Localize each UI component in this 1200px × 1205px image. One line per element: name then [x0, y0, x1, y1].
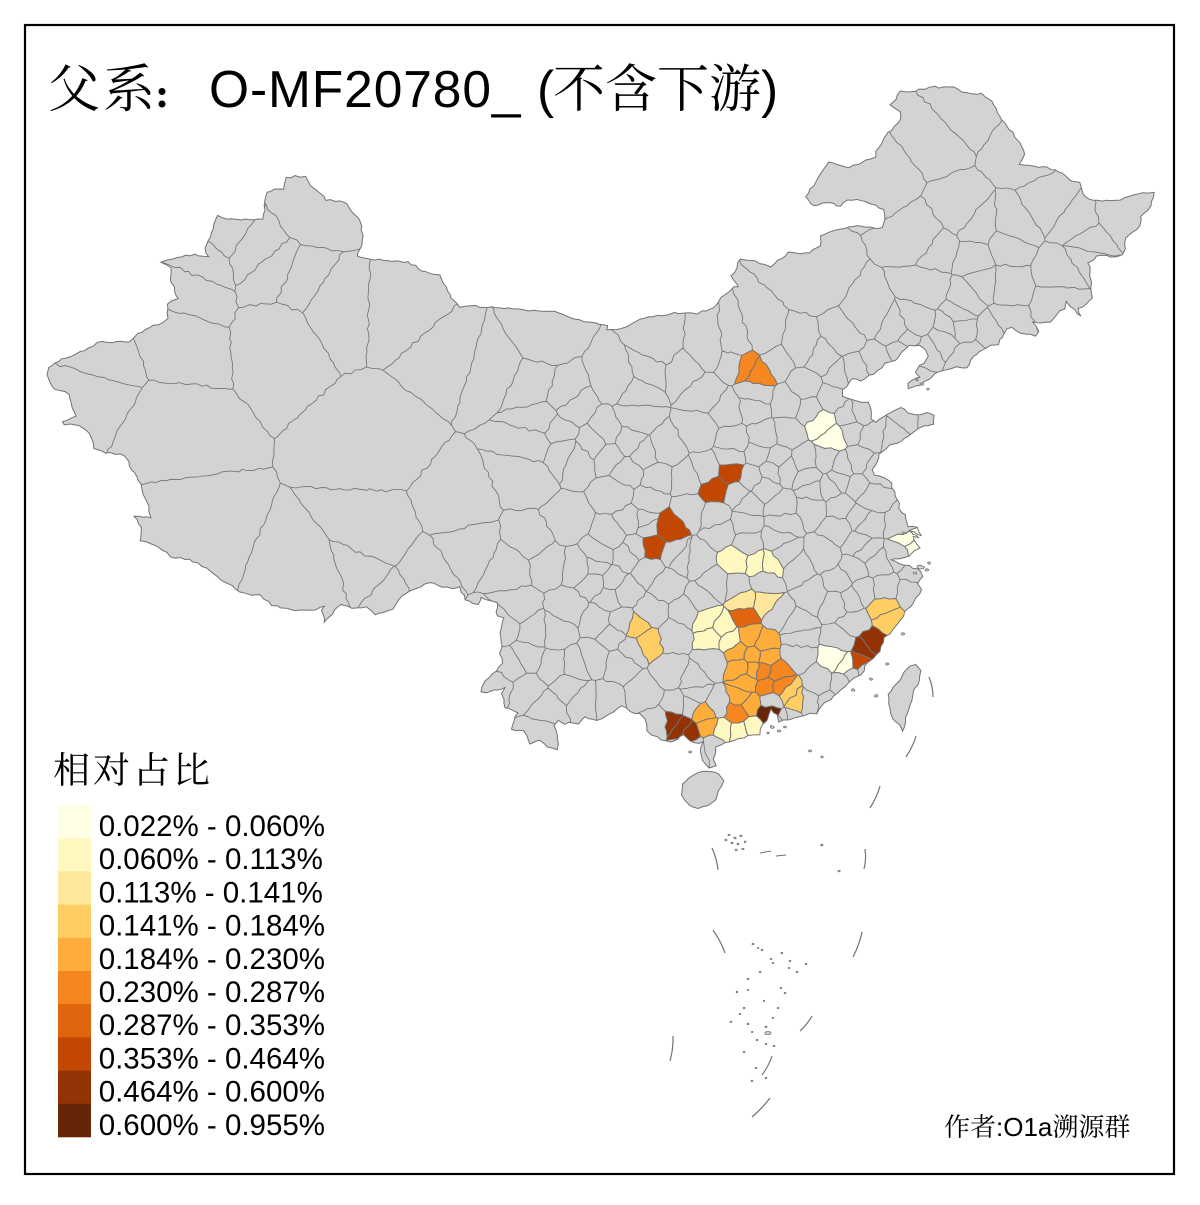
svg-text::O1a: :O1a [996, 1112, 1053, 1142]
svg-text:0.141% - 0.184%: 0.141% - 0.184% [99, 910, 325, 943]
svg-text:0.230% - 0.287%: 0.230% - 0.287% [99, 976, 325, 1009]
svg-text:O-MF20780_: O-MF20780_ [209, 60, 522, 118]
svg-text:0.184% - 0.230%: 0.184% - 0.230% [99, 943, 325, 976]
svg-text:): ) [761, 60, 778, 118]
svg-text:(: ( [537, 60, 554, 118]
svg-text:0.113% - 0.141%: 0.113% - 0.141% [99, 876, 323, 909]
svg-text:0.464% - 0.600%: 0.464% - 0.600% [99, 1076, 325, 1109]
svg-text:0.022% - 0.060%: 0.022% - 0.060% [99, 810, 325, 843]
svg-text:0.287% - 0.353%: 0.287% - 0.353% [99, 1009, 325, 1042]
svg-text:0.600% - 0.955%: 0.600% - 0.955% [99, 1109, 325, 1142]
svg-text:0.353% - 0.464%: 0.353% - 0.464% [99, 1042, 325, 1075]
svg-text:0.060% - 0.113%: 0.060% - 0.113% [99, 843, 323, 876]
